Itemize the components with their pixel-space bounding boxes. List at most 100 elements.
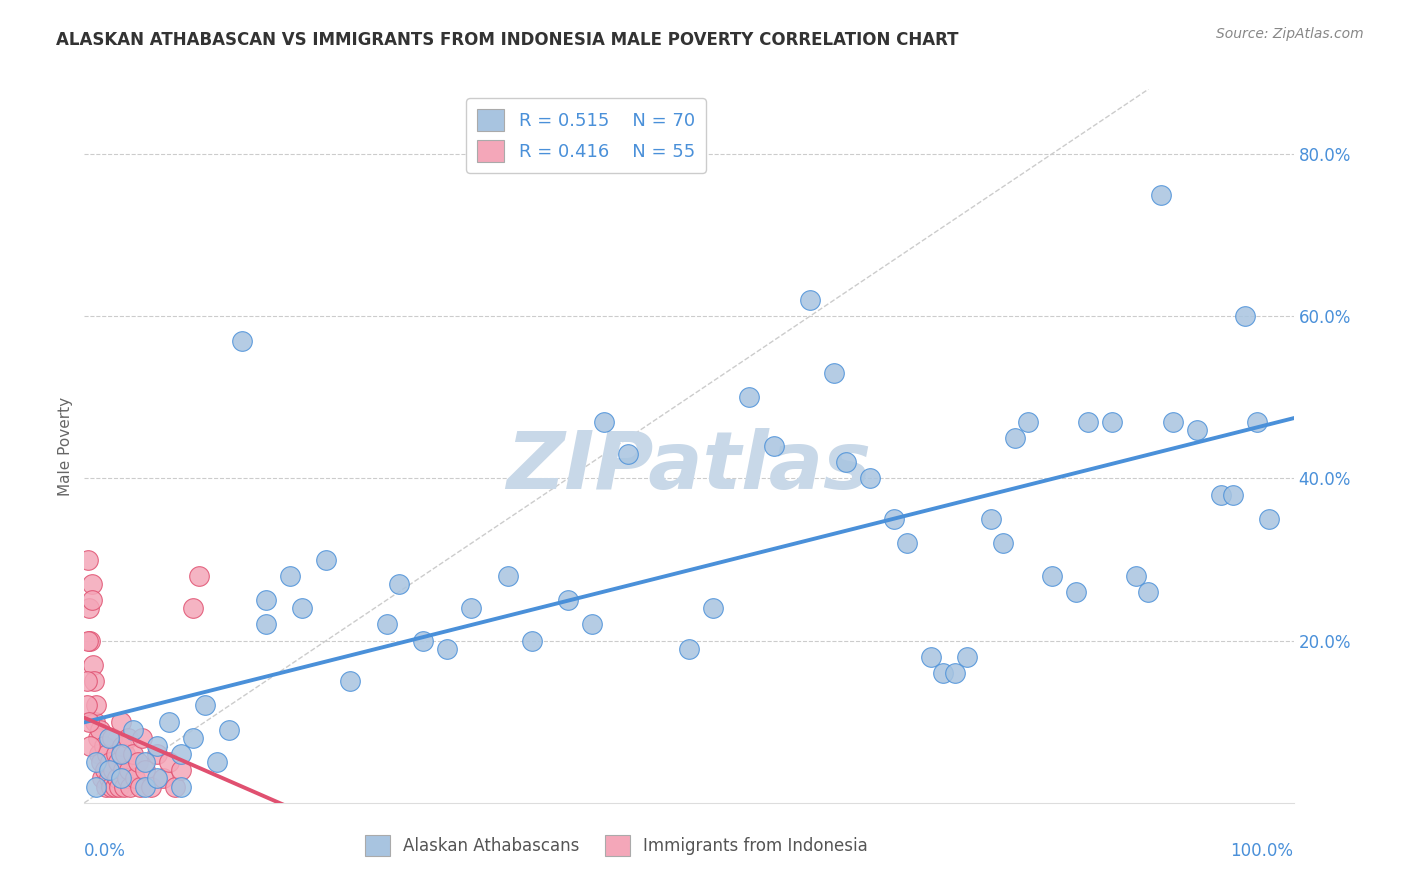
Point: [920, 649, 942, 664]
Point: [112, 764, 135, 778]
Point: [520, 633, 543, 648]
Point: [114, 747, 136, 761]
Point: [1258, 512, 1281, 526]
Point: [315, 552, 337, 566]
Point: [738, 390, 761, 404]
Point: [943, 666, 966, 681]
Point: [181, 731, 204, 745]
Point: [1040, 568, 1063, 582]
Point: [165, 780, 187, 794]
Point: [702, 601, 724, 615]
Point: [218, 723, 240, 737]
Point: [170, 764, 193, 778]
Point: [98, 756, 121, 770]
Point: [80, 593, 103, 607]
Point: [1137, 585, 1160, 599]
Point: [1246, 415, 1268, 429]
Point: [90, 756, 112, 770]
Point: [980, 512, 1002, 526]
Point: [291, 601, 314, 615]
Point: [83, 674, 105, 689]
Point: [76, 698, 98, 713]
Point: [993, 536, 1015, 550]
Point: [80, 577, 103, 591]
Text: ZIPatlas: ZIPatlas: [506, 428, 872, 507]
Text: ALASKAN ATHABASCAN VS IMMIGRANTS FROM INDONESIA MALE POVERTY CORRELATION CHART: ALASKAN ATHABASCAN VS IMMIGRANTS FROM IN…: [56, 31, 959, 49]
Point: [77, 714, 100, 729]
Point: [134, 756, 156, 770]
Point: [131, 731, 153, 745]
Point: [152, 772, 174, 786]
Point: [86, 731, 108, 745]
Point: [110, 747, 132, 761]
Point: [111, 739, 134, 753]
Point: [134, 780, 156, 794]
Point: [139, 780, 162, 794]
Point: [97, 764, 120, 778]
Point: [617, 447, 640, 461]
Point: [1125, 568, 1147, 582]
Point: [557, 593, 579, 607]
Point: [1222, 488, 1244, 502]
Point: [93, 739, 115, 753]
Point: [799, 293, 821, 307]
Point: [254, 593, 277, 607]
Point: [134, 764, 156, 778]
Point: [77, 601, 100, 615]
Point: [181, 601, 204, 615]
Point: [115, 772, 138, 786]
Point: [77, 552, 100, 566]
Point: [460, 601, 482, 615]
Point: [110, 714, 132, 729]
Point: [120, 780, 142, 794]
Point: [170, 780, 193, 794]
Point: [436, 641, 458, 656]
Point: [146, 772, 169, 786]
Point: [77, 633, 100, 648]
Point: [1234, 310, 1257, 324]
Point: [86, 756, 108, 770]
Point: [121, 747, 143, 761]
Text: Source: ZipAtlas.com: Source: ZipAtlas.com: [1216, 27, 1364, 41]
Point: [97, 772, 120, 786]
Point: [118, 764, 141, 778]
Point: [1017, 415, 1039, 429]
Point: [107, 756, 129, 770]
Point: [89, 723, 111, 737]
Point: [124, 772, 146, 786]
Point: [146, 739, 169, 753]
Point: [1185, 423, 1208, 437]
Point: [1077, 415, 1099, 429]
Point: [1149, 187, 1171, 202]
Point: [896, 536, 918, 550]
Point: [823, 366, 845, 380]
Point: [496, 568, 519, 582]
Point: [76, 674, 98, 689]
Point: [231, 334, 253, 348]
Point: [84, 714, 107, 729]
Point: [956, 649, 979, 664]
Point: [100, 780, 122, 794]
Point: [1209, 488, 1232, 502]
Point: [762, 439, 785, 453]
Point: [157, 756, 180, 770]
Text: 100.0%: 100.0%: [1230, 842, 1294, 860]
Point: [121, 723, 143, 737]
Point: [1161, 415, 1184, 429]
Point: [97, 731, 120, 745]
Point: [388, 577, 411, 591]
Text: 0.0%: 0.0%: [84, 842, 127, 860]
Point: [932, 666, 955, 681]
Point: [104, 747, 127, 761]
Point: [127, 756, 149, 770]
Point: [86, 698, 108, 713]
Point: [94, 780, 117, 794]
Point: [859, 471, 882, 485]
Point: [170, 747, 193, 761]
Point: [1101, 415, 1123, 429]
Point: [96, 747, 118, 761]
Point: [94, 764, 117, 778]
Point: [188, 568, 211, 582]
Point: [157, 714, 180, 729]
Point: [108, 780, 131, 794]
